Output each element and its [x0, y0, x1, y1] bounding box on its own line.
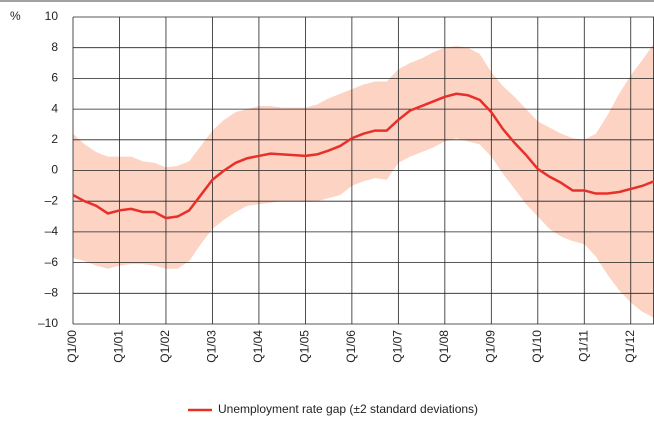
y-tick-label: –2: [45, 193, 59, 207]
y-tick-label: –6: [45, 255, 59, 269]
x-tick-label: Q1/03: [205, 330, 219, 363]
legend-label: Unemployment rate gap (±2 standard devia…: [218, 402, 478, 416]
y-tick-label: 10: [45, 9, 59, 23]
x-tick-label: Q1/06: [344, 330, 358, 363]
x-tick-label: Q1/08: [437, 330, 451, 363]
y-tick-label: –10: [38, 316, 58, 330]
x-tick-label: Q1/10: [530, 330, 544, 363]
y-tick-label: 2: [51, 132, 58, 146]
y-tick-label: –8: [45, 285, 59, 299]
x-tick-label: Q1/02: [158, 330, 172, 363]
y-tick-label: 8: [51, 40, 58, 54]
y-axis-label: %: [10, 9, 21, 23]
x-tick-label: Q1/11: [576, 330, 590, 362]
x-tick-label: Q1/12: [623, 330, 637, 363]
x-tick-label: Q1/07: [391, 330, 405, 363]
x-tick-label: Q1/00: [65, 330, 79, 363]
x-tick-label: Q1/01: [112, 330, 126, 363]
x-tick-label: Q1/04: [251, 330, 265, 363]
y-tick-label: 0: [51, 163, 58, 177]
confidence-band: [73, 43, 654, 318]
y-tick-label: 4: [51, 101, 58, 115]
y-tick-label: 6: [51, 71, 58, 85]
x-tick-label: Q1/09: [483, 330, 497, 363]
line: [72, 92, 654, 220]
x-tick-label: Q1/05: [298, 330, 312, 363]
y-tick-label: –4: [45, 224, 59, 238]
